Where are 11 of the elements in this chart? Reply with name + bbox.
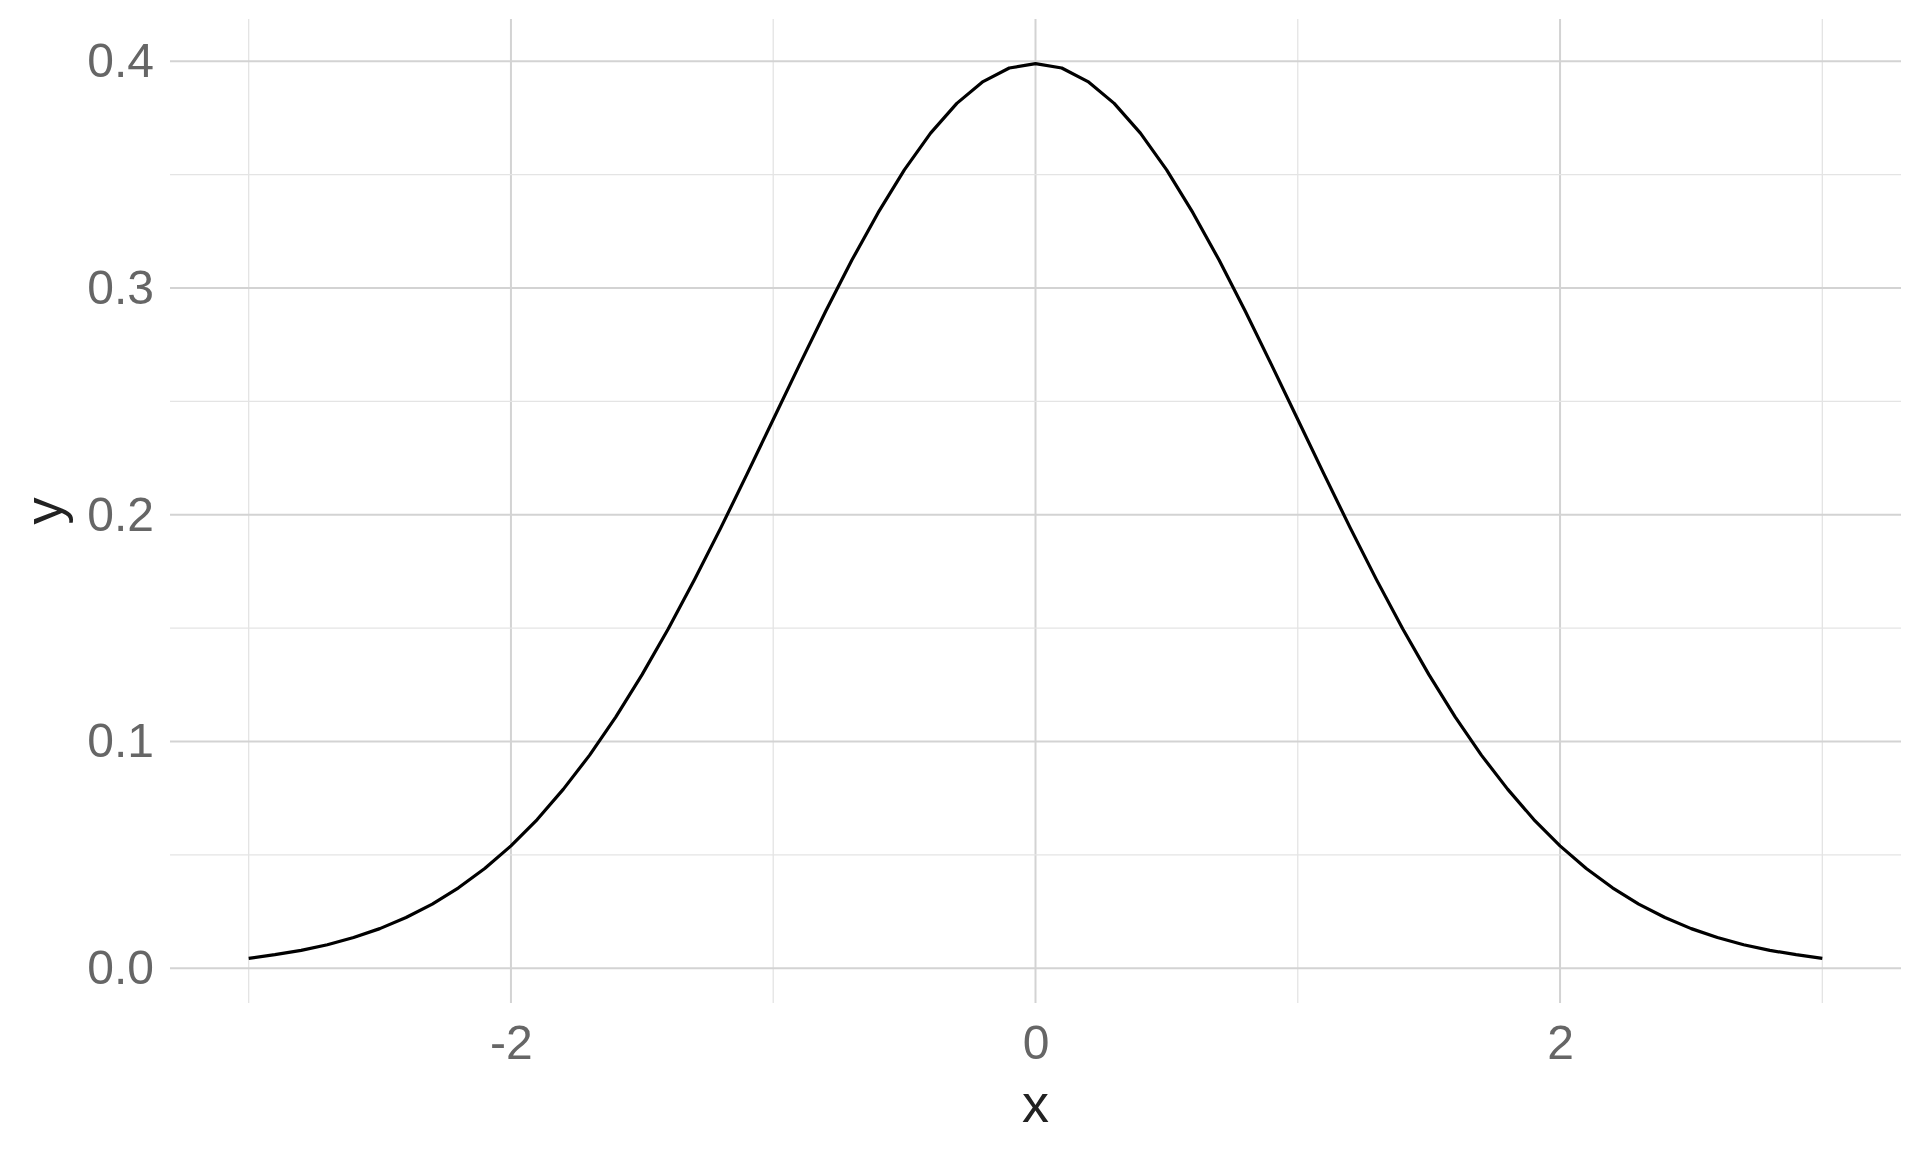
line-series — [247, 62, 1824, 960]
y-tick-label: 0.0 — [87, 941, 154, 995]
y-tick-label: 0.1 — [87, 714, 154, 768]
x-axis-title: x — [1022, 1073, 1049, 1133]
x-tick-label: 2 — [1547, 1016, 1574, 1070]
y-tick-label: 0.4 — [87, 34, 154, 88]
x-tick-label: 0 — [1022, 1016, 1050, 1070]
x-tick-label: -2 — [490, 1016, 533, 1070]
y-tick-label: 0.2 — [87, 487, 154, 541]
y-axis-title: y — [13, 497, 73, 525]
y-tick-label: 0.3 — [87, 260, 154, 314]
